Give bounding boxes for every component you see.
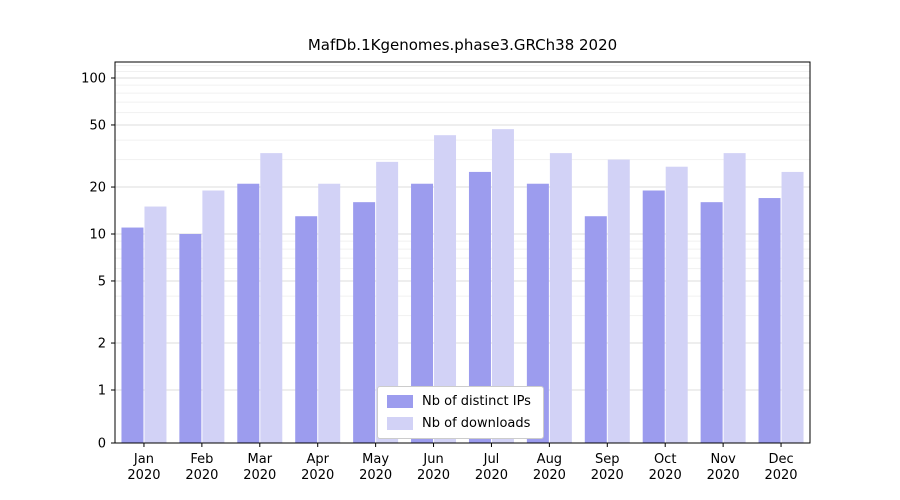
x-tick-label-month: Mar: [248, 452, 273, 467]
bar-distinct-ips: [700, 202, 723, 443]
x-tick-label-year: 2020: [591, 468, 624, 483]
x-tick-label-month: May: [362, 452, 389, 467]
x-tick-label-month: Nov: [710, 452, 736, 467]
y-tick-label: 100: [81, 72, 106, 87]
x-tick-label-year: 2020: [707, 468, 740, 483]
x-tick-label-month: Jul: [483, 452, 500, 467]
y-tick-label: 5: [98, 274, 106, 289]
legend-swatch-distinct-ips: [387, 395, 413, 408]
bar-downloads: [144, 206, 167, 443]
legend: Nb of distinct IPs Nb of downloads: [377, 386, 544, 439]
bar-distinct-ips: [179, 234, 202, 443]
x-tick-label-month: Jun: [422, 452, 443, 467]
bar-downloads: [260, 153, 283, 444]
x-tick-label-year: 2020: [185, 468, 218, 483]
x-tick-label-year: 2020: [127, 468, 160, 483]
bar-downloads: [376, 161, 399, 443]
bar-downloads: [549, 153, 572, 444]
x-tick-label-month: Apr: [306, 452, 329, 467]
y-tick-label: 0: [98, 437, 106, 452]
bar-distinct-ips: [295, 216, 318, 443]
axes-border: [114, 61, 811, 444]
bar-distinct-ips: [121, 227, 144, 443]
x-tick-label-month: Aug: [537, 452, 562, 467]
bar-downloads: [202, 190, 225, 443]
bar-downloads: [318, 183, 341, 443]
x-tick-label-year: 2020: [475, 468, 508, 483]
bar-downloads: [491, 129, 514, 443]
legend-item-downloads: Nb of downloads: [387, 416, 531, 431]
bar-distinct-ips: [526, 183, 549, 443]
x-tick-label-year: 2020: [243, 468, 276, 483]
bar-distinct-ips: [353, 202, 376, 443]
x-tick-label-month: Feb: [190, 452, 213, 467]
chart-title: MafDb.1Kgenomes.phase3.GRCh38 2020: [307, 36, 618, 54]
bar-downloads: [665, 166, 688, 443]
y-tick-label: 1: [98, 384, 106, 399]
bar-distinct-ips: [411, 183, 434, 443]
bar-downloads: [723, 153, 746, 444]
legend-swatch-downloads: [387, 417, 413, 430]
bar-distinct-ips: [642, 190, 665, 443]
x-tick-label-year: 2020: [359, 468, 392, 483]
x-tick-label-year: 2020: [301, 468, 334, 483]
legend-label-downloads: Nb of downloads: [422, 416, 531, 431]
legend-item-distinct-ips: Nb of distinct IPs: [387, 394, 531, 409]
x-tick-label-month: Sep: [595, 452, 620, 467]
x-tick-label-year: 2020: [533, 468, 566, 483]
legend-label-distinct-ips: Nb of distinct IPs: [422, 394, 531, 409]
x-tick-label-year: 2020: [417, 468, 450, 483]
bar-distinct-ips: [758, 198, 781, 443]
bar-downloads: [434, 135, 457, 443]
bar-distinct-ips: [237, 183, 260, 443]
y-tick-label: 2: [98, 337, 106, 352]
y-tick-label: 10: [89, 228, 106, 243]
x-tick-label-month: Oct: [654, 452, 676, 467]
bar-distinct-ips: [584, 216, 607, 443]
bar-distinct-ips: [468, 171, 491, 443]
x-tick-label-year: 2020: [764, 468, 797, 483]
y-tick-label: 50: [89, 118, 106, 133]
x-tick-label-year: 2020: [649, 468, 682, 483]
y-tick-label: 20: [89, 181, 106, 196]
x-tick-label-month: Dec: [768, 452, 793, 467]
bar-downloads: [607, 159, 630, 443]
bar-downloads: [781, 171, 804, 443]
x-tick-label-month: Jan: [133, 452, 154, 467]
